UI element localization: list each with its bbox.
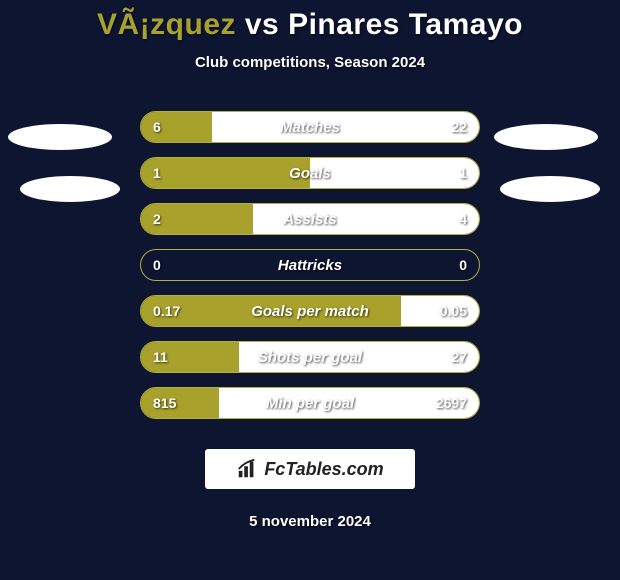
stat-row: 00Hattricks <box>140 249 480 281</box>
brand-text: FcTables.com <box>264 459 383 480</box>
stat-row: 0.170.05Goals per match <box>140 295 480 327</box>
stat-row: 1127Shots per goal <box>140 341 480 373</box>
player-photo-placeholder <box>494 124 598 150</box>
player1-name: VÃ¡zquez <box>97 8 236 41</box>
stat-row: 11Goals <box>140 157 480 189</box>
date-label: 5 november 2024 <box>0 513 620 530</box>
player-photo-placeholder <box>20 176 120 202</box>
player-photo-placeholder <box>500 176 600 202</box>
stat-label: Assists <box>141 204 479 234</box>
stat-label: Shots per goal <box>141 342 479 372</box>
stat-row: 622Matches <box>140 111 480 143</box>
comparison-card: VÃ¡zquez vs Pinares Tamayo Club competit… <box>0 0 620 580</box>
player2-name: Pinares Tamayo <box>288 8 523 41</box>
stat-label: Matches <box>141 112 479 142</box>
vs-label: vs <box>245 8 279 41</box>
brand-logo: FcTables.com <box>205 449 415 489</box>
subtitle: Club competitions, Season 2024 <box>0 54 620 71</box>
stat-row: 24Assists <box>140 203 480 235</box>
stat-label: Goals <box>141 158 479 188</box>
stat-label: Goals per match <box>141 296 479 326</box>
stats-list: 622Matches 11Goals 24Assists 00Hattricks 0.1… <box>140 111 480 419</box>
player-photo-placeholder <box>8 124 112 150</box>
stat-label: Min per goal <box>141 388 479 418</box>
chart-icon <box>236 458 258 480</box>
stat-row: 8152697Min per goal <box>140 387 480 419</box>
page-title: VÃ¡zquez vs Pinares Tamayo <box>0 8 620 42</box>
stat-label: Hattricks <box>141 250 479 280</box>
